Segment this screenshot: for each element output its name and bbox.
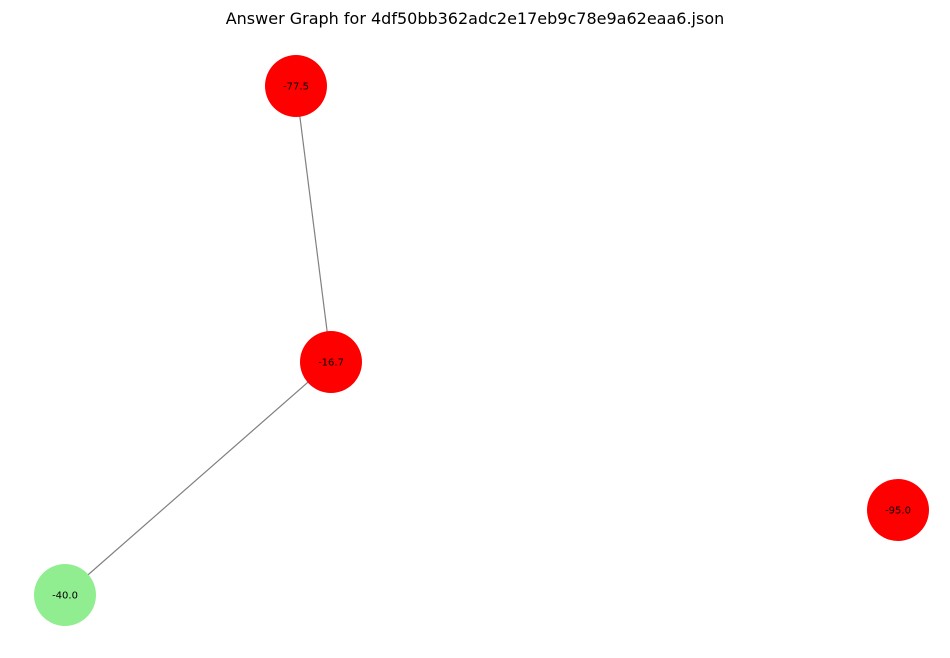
graph-node-circle bbox=[300, 331, 362, 393]
nodes-layer: -77.5 -16.7 -40.0 -95.0 bbox=[34, 55, 929, 626]
graph-node-label: -77.5 bbox=[283, 82, 309, 93]
graph-node-circle bbox=[867, 479, 929, 541]
graph-title: Answer Graph for 4df50bb362adc2e17eb9c78… bbox=[226, 9, 725, 28]
graph-node-label: -16.7 bbox=[318, 358, 344, 369]
graph-node-circle bbox=[265, 55, 327, 117]
edges-layer bbox=[64, 85, 332, 596]
graph-node-label: -95.0 bbox=[885, 506, 911, 517]
graph-edge bbox=[64, 361, 332, 596]
graph-node: -95.0 bbox=[867, 479, 929, 541]
graph-edge bbox=[295, 85, 332, 363]
graph-node: -16.7 bbox=[300, 331, 362, 393]
graph-node-circle bbox=[34, 564, 96, 626]
graph-node: -40.0 bbox=[34, 564, 96, 626]
graph-node-label: -40.0 bbox=[52, 591, 78, 602]
graph-node: -77.5 bbox=[265, 55, 327, 117]
